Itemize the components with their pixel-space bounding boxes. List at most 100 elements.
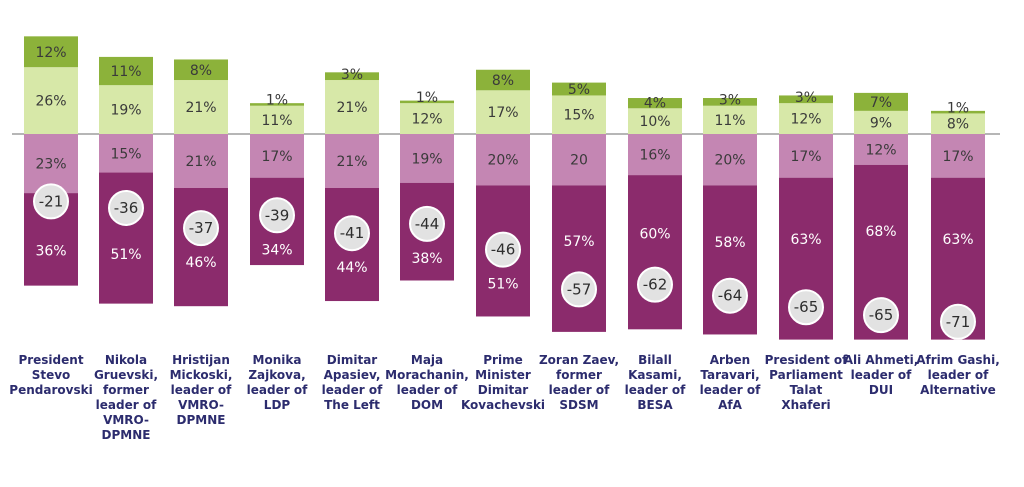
label-very-positive: 11%: [110, 64, 141, 80]
bar-segment-very-negative: [628, 175, 682, 330]
bar-segment-mostly-negative: [703, 134, 757, 186]
category-label: Maja Morachanin, leader of DOM: [385, 353, 469, 412]
bar-group: 7% 9% 12% 68% -65 Ali Ahmeti, leader of DUI: [844, 92, 919, 397]
bar-segment-very-positive: [24, 36, 78, 68]
bar-group: 4% 10% 16% 60% -62 Bilall Kasami, leader of BESA: [625, 95, 686, 412]
label-very-negative: 44%: [336, 260, 367, 276]
label-mostly-positive: 17%: [487, 105, 518, 121]
bar-segment-mostly-negative: [552, 134, 606, 186]
net-score-label: -44: [415, 215, 440, 233]
label-very-negative: 58%: [714, 235, 745, 251]
category-label: Zoran Zaev, former leader of SDSM: [539, 353, 619, 412]
bar-segment-mostly-negative: [250, 134, 304, 178]
label-mostly-negative: 20%: [487, 153, 518, 169]
category-label: Prime Minister Dimitar Kovachevski: [461, 353, 545, 412]
label-very-positive: 3%: [795, 90, 817, 106]
bar-segment-mostly-positive: [99, 85, 153, 134]
net-score-badge: [940, 303, 976, 340]
category-label: Ali Ahmeti, leader of DUI: [844, 353, 919, 397]
net-score-badge: [788, 289, 824, 326]
net-score-label: -71: [946, 313, 971, 331]
label-mostly-positive: 10%: [639, 114, 670, 130]
net-score-badge: [637, 266, 673, 303]
bar-group: 1%8% 17% 63% -71 Afrim Gashi, leader of Altern…: [916, 100, 1000, 397]
label-mostly-negative: 17%: [261, 149, 292, 165]
bar-group: 3% 12% 17% 63% -65 President of Parliament Tala…: [765, 90, 849, 412]
bar-segment-very-positive: [174, 59, 228, 81]
label-mostly-negative: 17%: [790, 149, 821, 165]
bar-segment-mostly-positive: [476, 90, 530, 134]
category-label: Afrim Gashi, leader of Alternative: [916, 353, 1000, 397]
label-mostly-positive: 12%: [411, 112, 442, 128]
label-very-negative: 36%: [35, 243, 66, 259]
bar-segment-very-positive: [400, 100, 454, 104]
label-very-positive: 3%: [719, 93, 741, 109]
bar-segment-mostly-positive: [628, 108, 682, 134]
label-very-negative: 51%: [487, 277, 518, 293]
bar-group: 11% 19% 15% 51% -36 Nikola Gruevski, former lead…: [94, 56, 158, 442]
bar-segment-very-positive: [628, 98, 682, 109]
label-very-negative: 57%: [563, 234, 594, 250]
bar-segment-very-positive: [779, 95, 833, 104]
label-very-positive: 1%: [416, 90, 438, 106]
bar-segment-mostly-negative: [476, 134, 530, 186]
label-very-negative: 68%: [865, 224, 896, 240]
bar-group: 5% 15% 20 57% -57 Zoran Zaev, former leader of S…: [539, 82, 619, 412]
label-very-positive: 12%: [35, 45, 66, 61]
bar-segment-mostly-positive: [552, 95, 606, 134]
net-score-badge: [561, 271, 597, 308]
bar-segment-mostly-positive: [931, 113, 985, 134]
bar-segment-mostly-negative: [854, 134, 908, 165]
net-score-badge: [863, 297, 899, 334]
bar-group: 12% 26% 23% 36% -21 President Stevo Pendarovski: [9, 36, 93, 397]
category-label: Dimitar Apasiev, leader of The Left: [322, 353, 383, 412]
category-label: Bilall Kasami, leader of BESA: [625, 353, 686, 412]
label-mostly-negative: 23%: [35, 157, 66, 173]
label-mostly-positive: 11%: [714, 113, 745, 129]
category-label: Nikola Gruevski, former leader of VMRO-DPMNE: [94, 353, 158, 442]
label-mostly-positive: 9%: [870, 115, 892, 131]
net-score-label: -62: [643, 276, 668, 294]
bar-group: 1% 12% 19% 38% -44 Maja Morachanin, leader of DO…: [385, 90, 469, 412]
bar-segment-mostly-negative: [24, 134, 78, 194]
category-label: Hristijan Mickoski, leader of VMRO-DPMNE: [170, 353, 233, 427]
net-score-badge: [259, 197, 295, 234]
label-very-positive: 1%: [947, 100, 969, 116]
label-mostly-negative: 12%: [865, 142, 896, 158]
bar-segment-mostly-positive: [779, 103, 833, 134]
label-mostly-negative: 19%: [411, 151, 442, 167]
label-very-positive: 3%: [341, 67, 363, 83]
label-very-positive: 8%: [190, 63, 212, 79]
bar-segment-mostly-positive: [400, 103, 454, 134]
bar-group: 8% 17% 20% 51% -46 Prime Minister Dimitar Kovach…: [461, 69, 545, 412]
label-mostly-positive: 15%: [563, 108, 594, 124]
label-very-negative: 60%: [639, 227, 670, 243]
label-mostly-negative: 15%: [110, 146, 141, 162]
net-score-badge: [33, 183, 69, 220]
net-score-badge: [334, 215, 370, 252]
category-label: Monika Zajkova, leader of LDP: [247, 353, 308, 412]
bar-group: 8% 21% 21% 46% -37 Hristijan Mickoski, leader o…: [170, 59, 233, 427]
bar-segment-mostly-positive: [325, 80, 379, 134]
bar-segment-very-positive: [552, 82, 606, 96]
bar-segment-very-positive: [250, 103, 304, 106]
net-score-label: -46: [491, 241, 516, 259]
label-very-positive: 7%: [870, 95, 892, 111]
label-mostly-positive: 21%: [185, 100, 216, 116]
bar-segment-mostly-positive: [24, 67, 78, 134]
label-mostly-positive: 11%: [261, 113, 292, 129]
label-very-positive: 1%: [266, 93, 288, 109]
net-score-badge: [409, 205, 445, 242]
label-very-negative: 63%: [790, 232, 821, 248]
category-label: Arben Taravari, leader of AfA: [700, 353, 761, 412]
bar-segment-very-negative: [174, 187, 228, 307]
label-very-negative: 63%: [942, 232, 973, 248]
bar-segment-very-negative: [552, 185, 606, 332]
net-score-label: -64: [718, 287, 743, 305]
label-mostly-negative: 20%: [714, 153, 745, 169]
net-score-label: -21: [39, 192, 64, 210]
bar-segment-mostly-positive: [250, 105, 304, 134]
net-score-badge: [108, 189, 144, 226]
label-mostly-positive: 21%: [336, 100, 367, 116]
